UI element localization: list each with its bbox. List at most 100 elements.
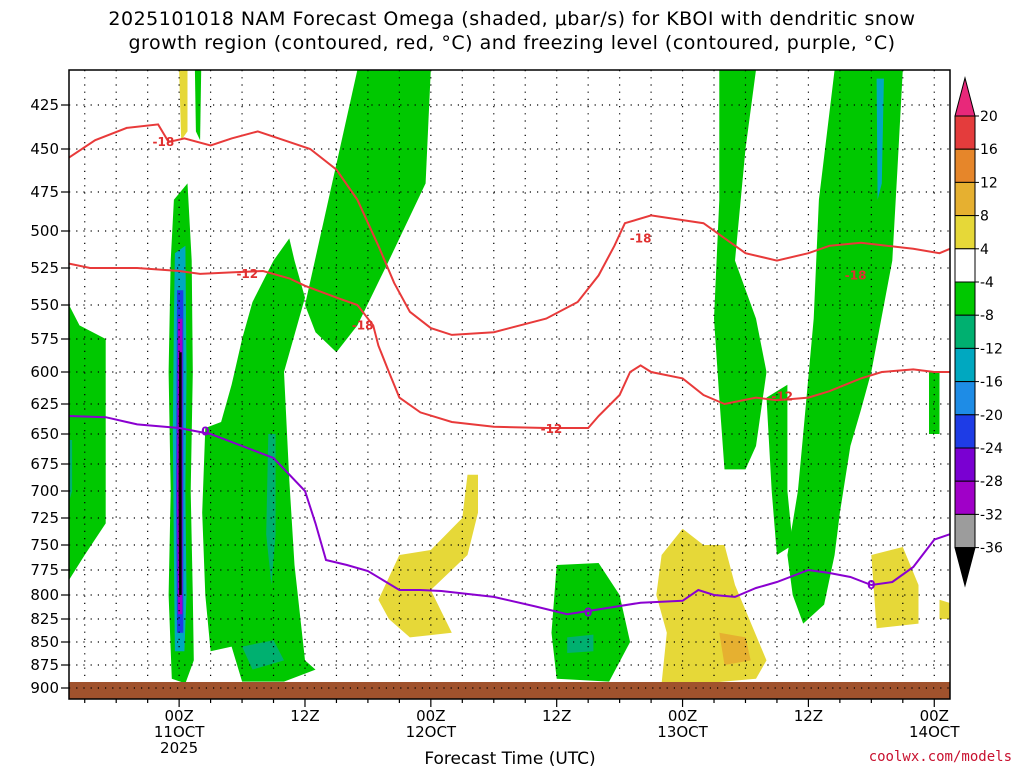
y-axis: 425 450 475 500 525 550 575 600 625 650 675 700 725 7… <box>30 96 69 697</box>
colorbar-label: 16 <box>980 142 998 158</box>
colorbar-swatch <box>954 115 976 150</box>
x-axis-title: Forecast Time (UTC) <box>424 749 595 768</box>
omega-region-green-left-edge <box>69 305 106 580</box>
y-tick-label: 600 <box>30 363 59 381</box>
x-tick-date: 14OCT <box>909 723 960 741</box>
contour-label: -18 <box>153 135 175 149</box>
omega-region-black-core-column <box>178 352 182 595</box>
colorbar-label: 8 <box>980 209 989 225</box>
colorbar-swatch <box>954 181 976 217</box>
y-tick-label: 425 <box>30 96 59 114</box>
colorbar-swatch <box>954 347 976 383</box>
omega-region-teal-middle-low <box>567 634 594 653</box>
contour-label: 0 <box>584 605 592 619</box>
chart-title-line-1: 2025101018 NAM Forecast Omega (shaded, μ… <box>108 8 916 30</box>
y-tick-label: 900 <box>30 679 59 697</box>
y-tick-label: 725 <box>30 509 59 527</box>
omega-region-yellow-top-left <box>179 70 188 141</box>
x-tick-label: 12Z <box>290 707 319 725</box>
x-tick-label: 00Z <box>164 707 193 725</box>
colorbar-label: -12 <box>980 341 1003 357</box>
omega-region-yellow-far-right-1 <box>871 547 919 629</box>
colorbar-label: 20 <box>980 109 998 125</box>
y-tick-label: 525 <box>30 259 59 277</box>
omega-region-teal-mid-patch <box>242 640 284 670</box>
omega-region-green-upper-plume <box>305 70 431 353</box>
credit-link[interactable]: coolwx.com/models <box>869 749 1012 765</box>
y-tick-label: 800 <box>30 586 59 604</box>
contour-label: 0 <box>867 578 875 592</box>
x-tick-date: 11OCT <box>154 723 205 741</box>
dendritic-contour-minus18-0 <box>69 123 950 336</box>
contour-label: -18 <box>352 318 374 332</box>
y-tick-label: 825 <box>30 610 59 628</box>
y-tick-label: 750 <box>30 536 59 554</box>
x-tick-date: 13OCT <box>657 723 708 741</box>
omega-region-teal-mid-streak <box>266 434 276 585</box>
omega-region-yellow-far-right-2 <box>939 599 950 619</box>
omega-region-yellow-mid-low <box>378 474 478 638</box>
colorbar-top-arrow <box>954 76 976 117</box>
y-tick-label: 450 <box>30 140 59 158</box>
y-tick-label: 850 <box>30 633 59 651</box>
y-tick-label: 575 <box>30 330 59 348</box>
contour-label: -12 <box>236 267 258 281</box>
colorbar-swatch <box>954 248 976 283</box>
x-tick-label: 00Z <box>668 707 697 725</box>
y-tick-label: 475 <box>30 183 59 201</box>
colorbar-label: -4 <box>980 275 994 291</box>
colorbar: 20 16 12 8 4 -4 -8 -12 -16 -20 -24 -28 -32 -36 <box>954 76 1003 588</box>
omega-region-green-small-right <box>929 372 940 434</box>
omega-region-teal-far-right-streak <box>876 78 884 200</box>
colorbar-bottom-arrow <box>954 547 976 588</box>
freezing-level-contour <box>69 415 950 616</box>
temperature-contours: -18 -12 -18 -18 -18 -12 -12 0 0 0 <box>69 123 950 619</box>
colorbar-swatch <box>954 281 976 316</box>
x-tick-label: 12Z <box>794 707 823 725</box>
colorbar-swatch <box>954 513 976 549</box>
omega-region-orange-right-low <box>719 632 751 665</box>
omega-shading <box>69 70 950 684</box>
colorbar-label: -28 <box>980 474 1003 490</box>
x-tick-label: 00Z <box>920 707 949 725</box>
x-tick-year: 2025 <box>160 739 198 757</box>
y-tick-label: 550 <box>30 296 59 314</box>
colorbar-label: 4 <box>980 242 989 258</box>
colorbar-swatch <box>954 381 976 416</box>
omega-region-green-right-columns <box>714 70 767 470</box>
colorbar-label: -20 <box>980 408 1003 424</box>
colorbar-label: -32 <box>980 507 1003 523</box>
terrain-ground <box>69 682 950 699</box>
gridlines <box>69 70 950 689</box>
colorbar-swatch <box>954 480 976 515</box>
omega-region-green-right-column-2 <box>766 384 793 555</box>
colorbar-swatch <box>954 447 976 482</box>
y-tick-label: 650 <box>30 425 59 443</box>
contour-label: -18 <box>845 268 867 282</box>
x-tick-label: 12Z <box>542 707 571 725</box>
omega-region-green-mid-column <box>202 238 316 682</box>
contour-label: -12 <box>771 389 793 403</box>
contour-label: 0 <box>201 425 209 439</box>
y-tick-label: 875 <box>30 656 59 674</box>
colorbar-label: -24 <box>980 441 1003 457</box>
y-tick-label: 625 <box>30 395 59 413</box>
colorbar-swatch <box>954 414 976 449</box>
colorbar-label: -36 <box>980 541 1003 557</box>
colorbar-label: 12 <box>980 175 998 191</box>
plot-frame <box>68 69 951 700</box>
chart-title-line-2: growth region (contoured, red, °C) and f… <box>128 32 896 54</box>
y-tick-label: 675 <box>30 455 59 473</box>
contour-label: -18 <box>630 231 652 245</box>
y-tick-label: 700 <box>30 482 59 500</box>
contour-label: -12 <box>541 422 563 436</box>
omega-region-green-far-right <box>787 70 903 624</box>
x-tick-label: 00Z <box>416 707 445 725</box>
x-tick-date: 12OCT <box>406 723 457 741</box>
colorbar-swatch <box>954 148 976 183</box>
y-tick-label: 500 <box>30 222 59 240</box>
dendritic-contour-minus12-1 <box>69 262 950 429</box>
omega-region-green-thin-strip <box>194 70 202 141</box>
